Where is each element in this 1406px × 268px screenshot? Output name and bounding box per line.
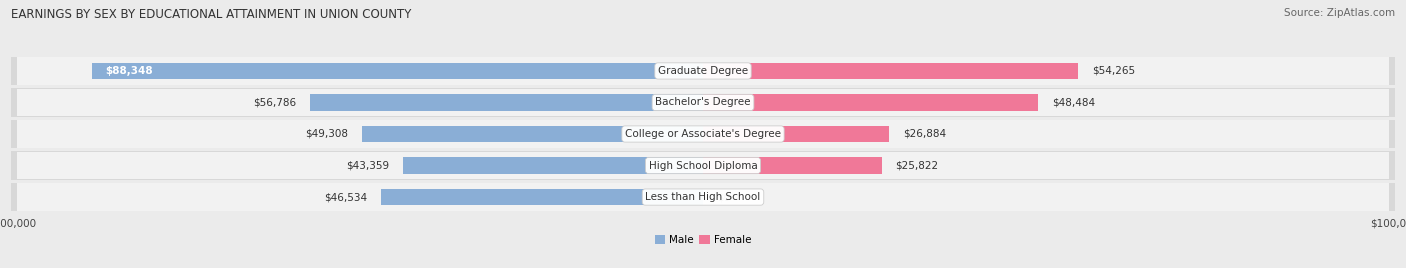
Bar <box>17 152 1389 179</box>
Text: High School Diploma: High School Diploma <box>648 161 758 170</box>
Bar <box>17 57 1389 85</box>
Text: Graduate Degree: Graduate Degree <box>658 66 748 76</box>
Bar <box>703 94 1039 111</box>
Text: $48,484: $48,484 <box>1052 98 1095 107</box>
Text: $46,534: $46,534 <box>325 192 367 202</box>
Text: Bachelor's Degree: Bachelor's Degree <box>655 98 751 107</box>
Bar <box>703 157 882 174</box>
Bar <box>404 157 703 174</box>
Bar <box>17 120 1389 148</box>
Bar <box>11 57 1395 85</box>
Bar <box>11 88 1395 117</box>
Bar <box>361 126 703 142</box>
Text: $49,308: $49,308 <box>305 129 349 139</box>
Bar <box>91 63 703 79</box>
Text: College or Associate's Degree: College or Associate's Degree <box>626 129 780 139</box>
Bar <box>11 120 1395 148</box>
Bar <box>17 183 1389 211</box>
Text: $54,265: $54,265 <box>1092 66 1135 76</box>
Text: $25,822: $25,822 <box>896 161 939 170</box>
Text: Source: ZipAtlas.com: Source: ZipAtlas.com <box>1284 8 1395 18</box>
Text: $56,786: $56,786 <box>253 98 297 107</box>
Bar <box>703 126 889 142</box>
Bar <box>11 151 1395 180</box>
Text: EARNINGS BY SEX BY EDUCATIONAL ATTAINMENT IN UNION COUNTY: EARNINGS BY SEX BY EDUCATIONAL ATTAINMEN… <box>11 8 412 21</box>
Text: $26,884: $26,884 <box>903 129 946 139</box>
Bar <box>311 94 703 111</box>
Bar <box>11 183 1395 211</box>
Bar <box>381 189 703 205</box>
Text: $0: $0 <box>717 192 730 202</box>
Text: Less than High School: Less than High School <box>645 192 761 202</box>
Legend: Male, Female: Male, Female <box>651 231 755 250</box>
Text: $88,348: $88,348 <box>105 66 153 76</box>
Bar <box>17 89 1389 116</box>
Bar <box>703 63 1078 79</box>
Text: $43,359: $43,359 <box>346 161 389 170</box>
